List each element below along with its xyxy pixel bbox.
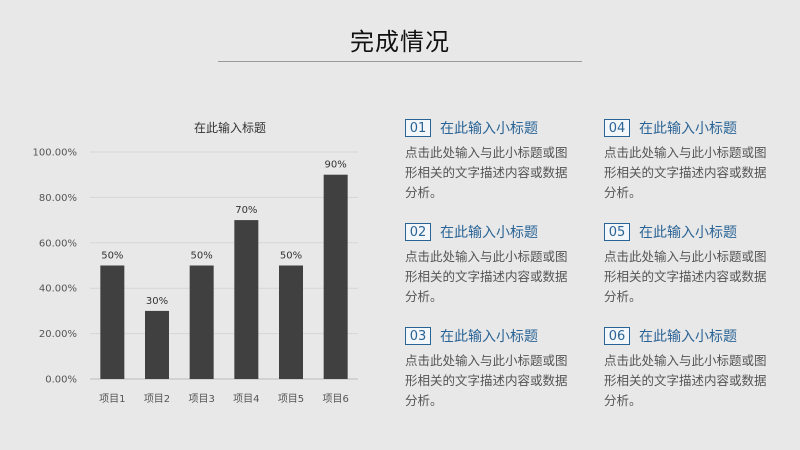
bar bbox=[100, 265, 125, 379]
item-title[interactable]: 在此输入小标题 bbox=[639, 121, 737, 137]
chart-title: 在此输入标题 bbox=[194, 120, 266, 135]
title-divider bbox=[218, 61, 582, 62]
y-tick-label: 40.00% bbox=[39, 284, 77, 295]
item-title[interactable]: 在此输入小标题 bbox=[440, 121, 538, 137]
bar bbox=[323, 174, 348, 379]
item-number-badge: 06 bbox=[604, 327, 630, 345]
info-item-02: 02 在此输入小标题 点击此处输入与此小标题或图形相关的文字描述内容或数据分析。 bbox=[405, 222, 585, 307]
y-tick-label: 80.00% bbox=[39, 193, 77, 204]
info-item-04: 04 在此输入小标题 点击此处输入与此小标题或图形相关的文字描述内容或数据分析。 bbox=[604, 118, 784, 203]
x-tick-label: 项目2 bbox=[144, 393, 170, 405]
info-item-05: 05 在此输入小标题 点击此处输入与此小标题或图形相关的文字描述内容或数据分析。 bbox=[604, 222, 784, 307]
item-number-badge: 04 bbox=[604, 119, 630, 137]
item-number-badge: 01 bbox=[405, 119, 431, 137]
item-title[interactable]: 在此输入小标题 bbox=[440, 225, 538, 241]
x-tick-label: 项目6 bbox=[322, 393, 348, 405]
x-tick-label: 项目5 bbox=[278, 393, 304, 405]
data-label: 50% bbox=[101, 251, 123, 262]
y-tick-label: 60.00% bbox=[39, 238, 77, 249]
item-title[interactable]: 在此输入小标题 bbox=[639, 329, 737, 345]
item-number-badge: 03 bbox=[405, 327, 431, 345]
item-number-badge: 02 bbox=[405, 223, 431, 241]
item-description[interactable]: 点击此处输入与此小标题或图形相关的文字描述内容或数据分析。 bbox=[405, 249, 568, 304]
data-label: 70% bbox=[235, 205, 257, 216]
bar bbox=[234, 220, 259, 379]
y-tick-label: 0.00% bbox=[45, 375, 77, 386]
y-tick-label: 20.00% bbox=[39, 329, 77, 340]
item-title[interactable]: 在此输入小标题 bbox=[440, 329, 538, 345]
info-item-01: 01 在此输入小标题 点击此处输入与此小标题或图形相关的文字描述内容或数据分析。 bbox=[405, 118, 585, 203]
data-label: 50% bbox=[191, 251, 213, 262]
data-label: 30% bbox=[146, 296, 168, 307]
info-item-06: 06 在此输入小标题 点击此处输入与此小标题或图形相关的文字描述内容或数据分析。 bbox=[604, 326, 784, 411]
item-description[interactable]: 点击此处输入与此小标题或图形相关的文字描述内容或数据分析。 bbox=[604, 249, 767, 304]
bar bbox=[189, 265, 214, 379]
x-tick-label: 项目3 bbox=[188, 393, 214, 405]
item-title[interactable]: 在此输入小标题 bbox=[639, 225, 737, 241]
bar bbox=[145, 310, 169, 379]
x-tick-label: 项目1 bbox=[99, 393, 125, 405]
item-description[interactable]: 点击此处输入与此小标题或图形相关的文字描述内容或数据分析。 bbox=[405, 353, 568, 408]
data-label: 90% bbox=[325, 160, 347, 171]
bar bbox=[279, 265, 303, 379]
x-tick-label: 项目4 bbox=[233, 393, 259, 405]
y-tick-label: 100.00% bbox=[33, 148, 78, 159]
item-description[interactable]: 点击此处输入与此小标题或图形相关的文字描述内容或数据分析。 bbox=[604, 145, 767, 200]
data-label: 50% bbox=[280, 251, 302, 262]
item-description[interactable]: 点击此处输入与此小标题或图形相关的文字描述内容或数据分析。 bbox=[604, 353, 767, 408]
item-description[interactable]: 点击此处输入与此小标题或图形相关的文字描述内容或数据分析。 bbox=[405, 145, 568, 200]
item-number-badge: 05 bbox=[604, 223, 630, 241]
info-item-03: 03 在此输入小标题 点击此处输入与此小标题或图形相关的文字描述内容或数据分析。 bbox=[405, 326, 585, 411]
slide-title: 完成情况 bbox=[350, 28, 450, 56]
